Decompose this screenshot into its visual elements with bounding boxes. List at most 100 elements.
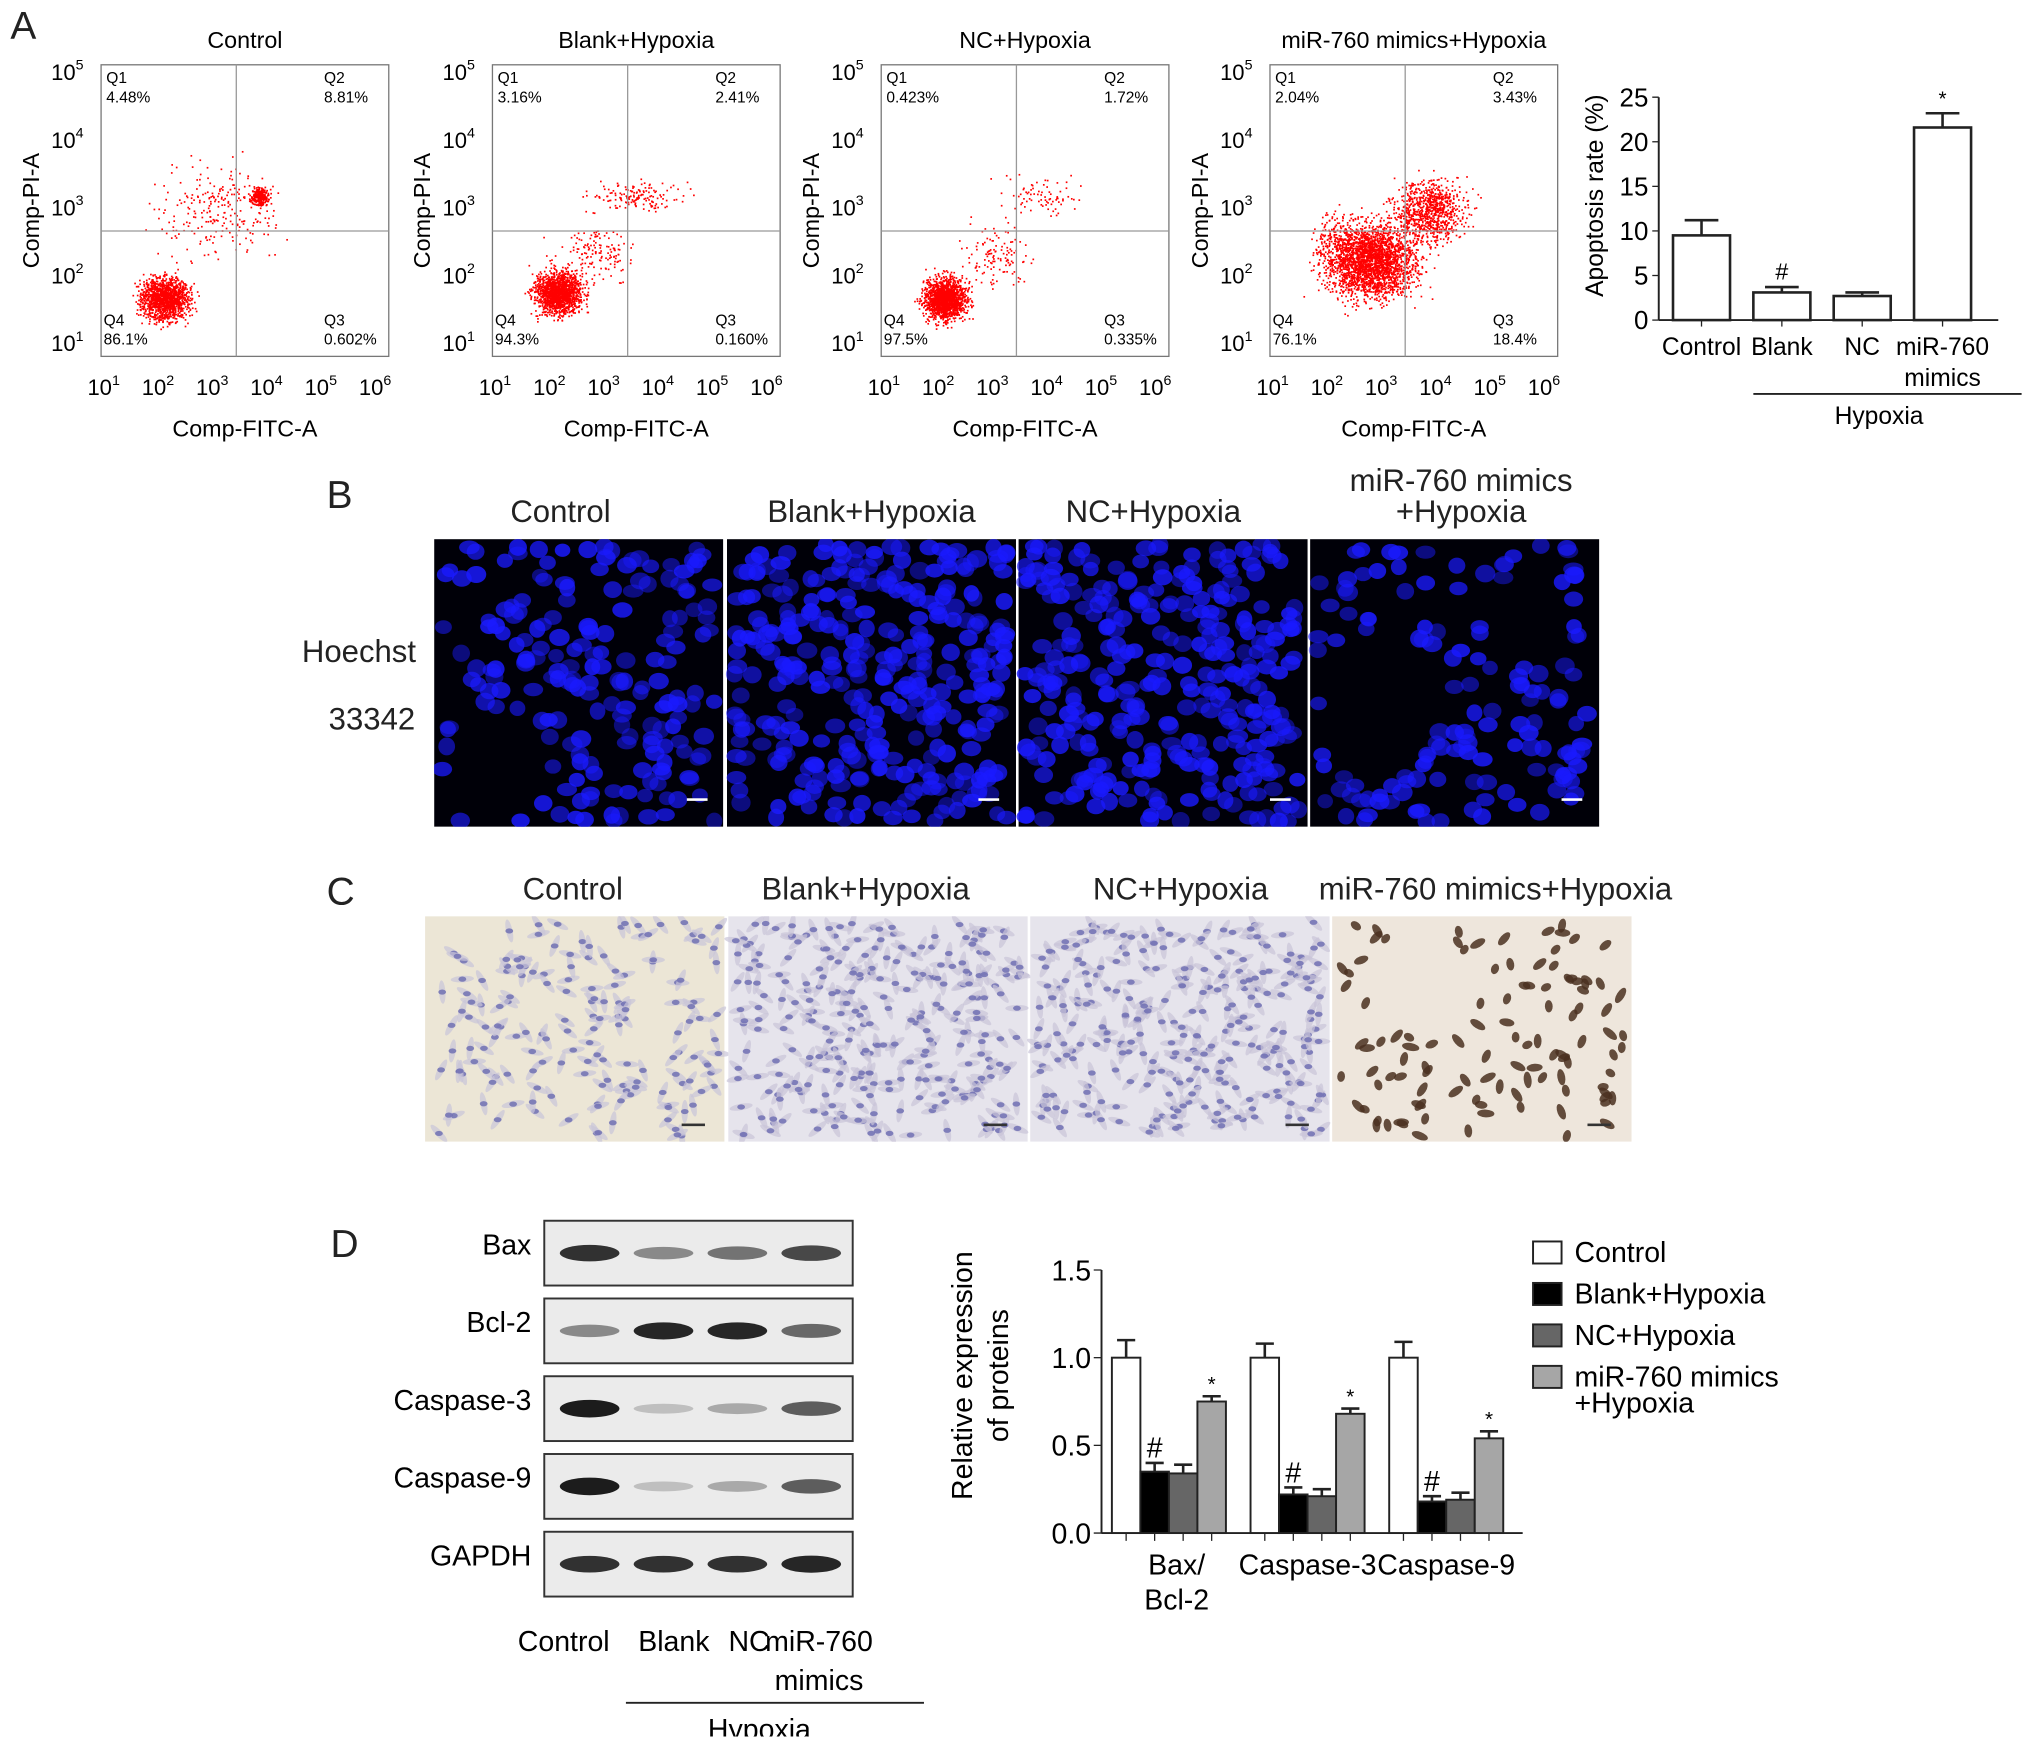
lane-label: Blank [638, 1626, 710, 1658]
y-tick-label: 10 [1620, 218, 1649, 246]
y-tick-label: 103 [51, 193, 83, 220]
nucleus [580, 624, 600, 640]
nucleus [1444, 679, 1464, 695]
cell-nucleus [751, 921, 760, 927]
positive-cell [1557, 1053, 1571, 1062]
nucleus [1239, 784, 1258, 802]
y-tick-exponent: 1 [76, 329, 84, 345]
nucleus [544, 759, 562, 774]
y-tick-label: 104 [1220, 125, 1253, 152]
x-tick-exponent: 5 [1109, 373, 1117, 389]
cell-nucleus [760, 993, 768, 999]
cell-nucleus [1122, 951, 1131, 957]
positive-cell [1354, 955, 1369, 965]
significance-mark: # [1147, 1433, 1163, 1465]
cell-nucleus [710, 1083, 718, 1089]
nucleus [1415, 545, 1436, 559]
cell-nucleus [673, 1132, 682, 1138]
cell-nucleus [703, 1062, 712, 1068]
nucleus [827, 757, 845, 774]
cell-nucleus [478, 977, 486, 984]
y-tick-exponent: 1 [856, 329, 864, 345]
cell-nucleus [1188, 1091, 1196, 1097]
cell-nucleus [626, 1092, 635, 1098]
nucleus [861, 577, 881, 592]
nucleus [824, 807, 843, 823]
cell-nucleus [1250, 1114, 1259, 1120]
cell-nucleus [753, 980, 761, 986]
cell-nucleus [649, 957, 658, 963]
nucleus [1023, 688, 1042, 704]
cell-nucleus [875, 926, 884, 932]
cell-nucleus [804, 1082, 812, 1088]
nucleus [1337, 808, 1355, 825]
nucleus [907, 690, 928, 708]
cell-nucleus [1053, 1031, 1061, 1037]
bar [1473, 1437, 1505, 1535]
nucleus [1289, 772, 1306, 787]
nucleus [794, 773, 813, 788]
nucleus [1339, 606, 1358, 621]
nucleus [533, 795, 553, 812]
nucleus [802, 570, 819, 588]
cell-nucleus [897, 1076, 905, 1082]
nucleus [591, 658, 612, 675]
x-tick-exponent: 3 [1001, 373, 1009, 389]
cell-nucleus [617, 1098, 625, 1104]
nucleus [852, 635, 871, 652]
nucleus [604, 784, 623, 799]
hoechst-image [434, 539, 724, 827]
nucleus [847, 541, 867, 559]
nucleus [1531, 539, 1550, 554]
nucleus [1354, 567, 1372, 582]
cell-nucleus [1253, 934, 1262, 940]
x-tick-label: 102 [922, 373, 955, 400]
nucleus [839, 595, 857, 610]
y-tick-exponent: 2 [76, 261, 84, 277]
nucleus [508, 636, 525, 653]
hoechst-image [725, 539, 1016, 827]
nucleus [726, 708, 747, 727]
cell-nucleus [1179, 1103, 1187, 1109]
nucleus [985, 708, 1004, 723]
positive-cell [1337, 1071, 1346, 1082]
nucleus [1241, 557, 1262, 572]
nucleus [1143, 752, 1162, 770]
cell-nucleus [1193, 1065, 1202, 1071]
cell-nucleus [890, 1041, 899, 1047]
cell-nucleus [1263, 990, 1272, 996]
cell-nucleus [841, 945, 850, 951]
protein-band [559, 1399, 620, 1418]
cell-nucleus [697, 1088, 706, 1095]
cell-nucleus [822, 1025, 830, 1031]
cell-nucleus [599, 1057, 607, 1063]
positive-cell [1411, 1131, 1428, 1141]
x-tick-label: mimics [1904, 365, 1981, 392]
nucleus [1256, 809, 1277, 827]
significance-mark: * [1939, 87, 1947, 110]
positive-cell [1459, 1073, 1471, 1087]
nucleus [854, 727, 873, 742]
cell-nucleus [529, 1068, 537, 1074]
nucleus [1466, 704, 1483, 722]
legend-label: miR-760 mimics [1575, 1362, 1779, 1394]
nucleus [972, 688, 991, 703]
cell-nucleus [1282, 1070, 1291, 1076]
cell-nucleus [1103, 986, 1112, 992]
nucleus [748, 610, 768, 628]
cell-nucleus [1239, 957, 1247, 963]
nucleus [1285, 620, 1302, 637]
cell-nucleus [1107, 928, 1116, 934]
bar [1335, 1412, 1366, 1535]
nucleus [927, 601, 946, 616]
positive-cell [1350, 921, 1362, 931]
cell-nucleus [745, 966, 754, 972]
cell-nucleus [788, 923, 796, 929]
cell-nucleus [1148, 1069, 1156, 1075]
cell-nucleus [784, 955, 793, 961]
y-tick-label: 15 [1620, 173, 1649, 201]
cell-nucleus [1034, 1043, 1042, 1050]
nucleus [638, 809, 659, 825]
nucleus [554, 543, 571, 557]
